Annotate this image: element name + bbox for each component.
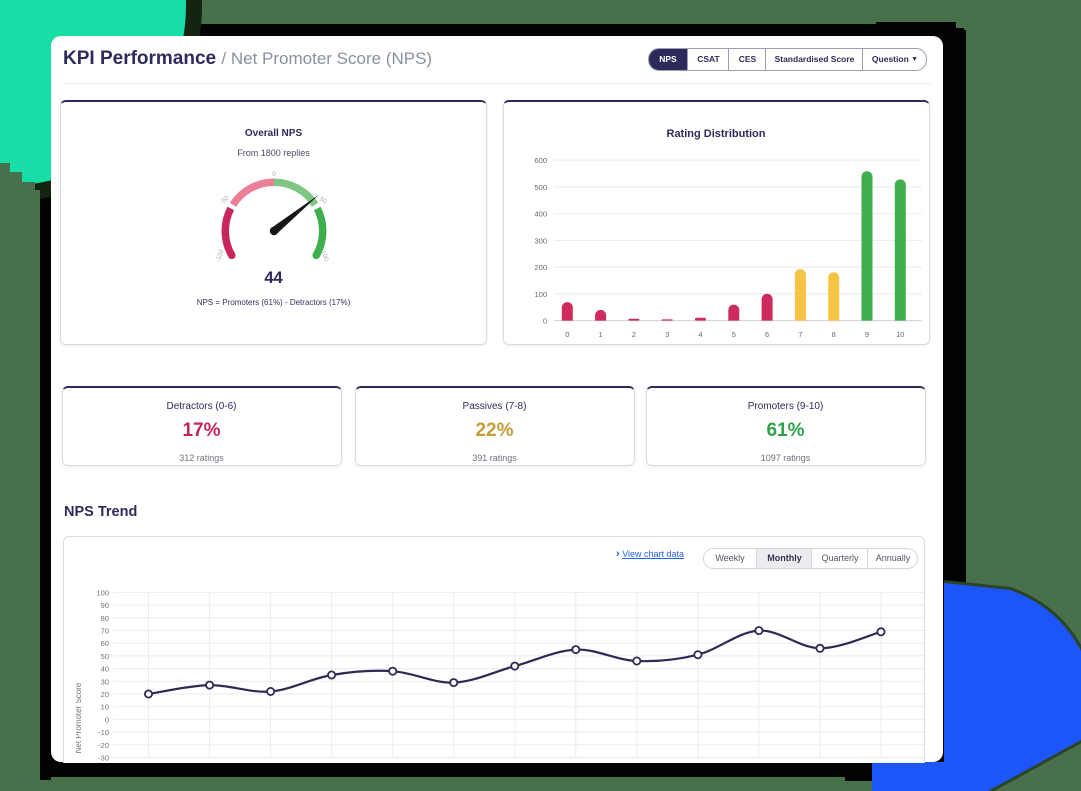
svg-text:1: 1 (598, 330, 602, 339)
svg-text:0: 0 (542, 317, 546, 326)
svg-text:-10: -10 (98, 728, 109, 737)
svg-text:600: 600 (534, 156, 547, 165)
svg-text:50: 50 (318, 196, 328, 206)
svg-text:9: 9 (864, 330, 868, 339)
svg-text:60: 60 (101, 639, 109, 648)
svg-text:100: 100 (96, 588, 109, 597)
svg-text:500: 500 (534, 183, 547, 192)
svg-text:80: 80 (101, 614, 109, 623)
svg-text:40: 40 (101, 665, 109, 674)
svg-text:70: 70 (101, 627, 109, 636)
svg-text:400: 400 (534, 210, 547, 219)
svg-text:10: 10 (896, 330, 904, 339)
svg-text:-50: -50 (219, 194, 231, 205)
svg-text:Net Promoter Score: Net Promoter Score (76, 682, 83, 753)
svg-text:50: 50 (101, 652, 109, 661)
svg-text:-100: -100 (215, 248, 226, 263)
svg-text:100: 100 (534, 290, 547, 299)
svg-text:10: 10 (101, 703, 109, 712)
svg-text:200: 200 (534, 263, 547, 272)
svg-text:5: 5 (731, 330, 735, 339)
svg-text:6: 6 (765, 330, 769, 339)
svg-text:8: 8 (831, 330, 835, 339)
svg-text:0: 0 (565, 330, 569, 339)
svg-text:30: 30 (101, 677, 109, 686)
svg-text:300: 300 (534, 236, 547, 245)
svg-text:-30: -30 (98, 754, 109, 763)
svg-text:3: 3 (665, 330, 669, 339)
svg-text:90: 90 (101, 601, 109, 610)
svg-text:4: 4 (698, 330, 702, 339)
svg-text:7: 7 (798, 330, 802, 339)
svg-text:-20: -20 (98, 741, 109, 750)
svg-text:20: 20 (101, 690, 109, 699)
svg-text:0: 0 (105, 715, 109, 724)
svg-text:0: 0 (272, 171, 276, 178)
svg-text:2: 2 (631, 330, 635, 339)
svg-text:100: 100 (319, 250, 329, 263)
